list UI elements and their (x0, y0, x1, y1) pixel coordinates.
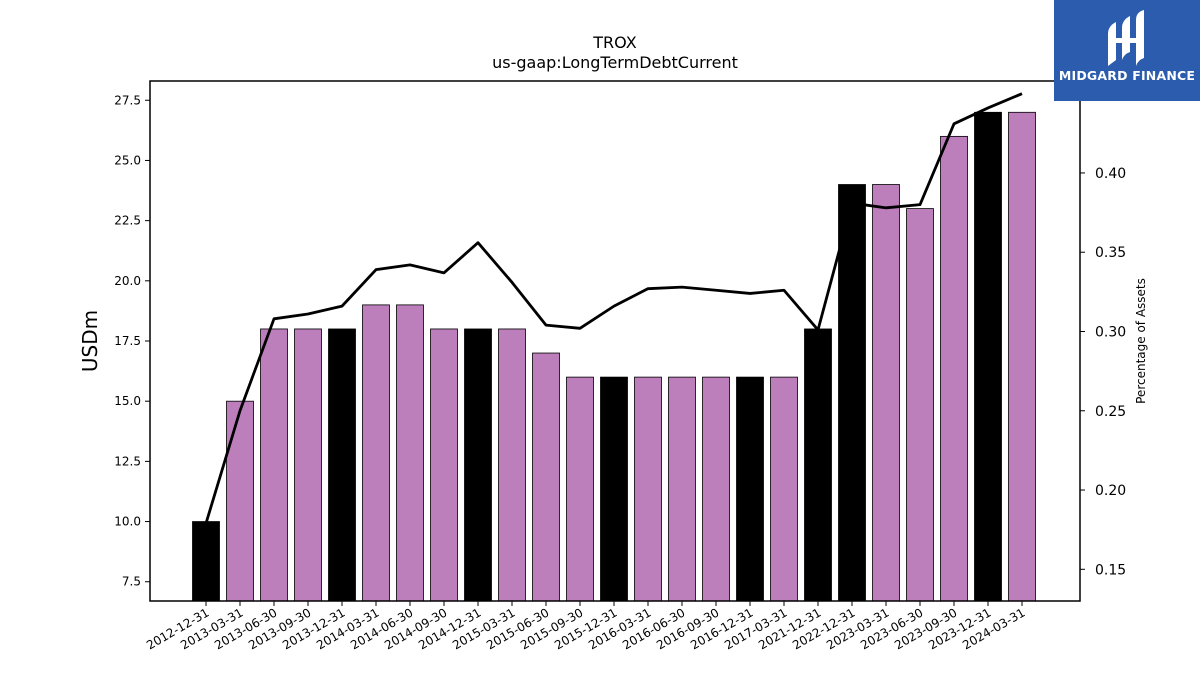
left-axis: 7.5 10.0 12.5 15.0 17.5 20.0 22.5 25.0 27.5 (114, 93, 150, 589)
bar-2015-03-31 (498, 328, 526, 602)
bar-2023-03-31 (872, 184, 900, 602)
line-group (204, 92, 1023, 524)
right-tick-label: 0.20 (1095, 483, 1126, 499)
left-tick-label: 7.5 (122, 575, 141, 589)
right-tick-label: 0.25 (1095, 404, 1126, 420)
bar-2023-12-31 (974, 111, 1002, 602)
bar-2016-03-31 (634, 376, 662, 602)
x-axis: 2012-12-312013-03-312013-06-302013-09-30… (144, 601, 1028, 652)
left-tick-label: 15.0 (114, 394, 141, 408)
bar-2024-03-31 (1008, 111, 1036, 602)
right-tick-label: 0.15 (1095, 562, 1126, 578)
right-tick-label: 0.40 (1095, 166, 1126, 182)
bar-2016-06-30 (668, 376, 696, 602)
left-tick-label: 27.5 (114, 93, 141, 107)
chart-subtitle: us-gaap:LongTermDebtCurrent (492, 53, 738, 72)
bar-2013-09-30 (294, 328, 322, 602)
percentage-of-assets-line (204, 92, 1023, 524)
y-axis-label: USDm (78, 310, 102, 372)
left-tick-label: 22.5 (114, 214, 141, 228)
bar-2015-09-30 (566, 376, 594, 602)
bar-2023-09-30 (940, 135, 968, 602)
bar-2016-12-31 (736, 376, 764, 602)
bar-2017-03-31 (770, 376, 798, 602)
bar-2016-09-30 (702, 376, 730, 602)
bar-2014-06-30 (396, 304, 424, 602)
y2-axis-label: Percentage of Assets (1134, 278, 1148, 404)
bar-2021-12-31 (804, 328, 832, 602)
left-tick-label: 17.5 (114, 334, 141, 348)
logo-text: MIDGARD FINANCE (1058, 68, 1196, 83)
bar-2013-03-31 (226, 400, 254, 602)
bar-2014-09-30 (430, 328, 458, 602)
bar-2022-12-31 (838, 184, 866, 602)
midgard-logo-icon (1108, 10, 1144, 66)
bar-2014-03-31 (362, 304, 390, 602)
bar-2013-12-31 (328, 328, 356, 602)
midgard-finance-logo: MIDGARD FINANCE (1054, 0, 1200, 101)
bar-2023-06-30 (906, 208, 934, 602)
bar-2013-06-30 (260, 328, 288, 602)
bar-2014-12-31 (464, 328, 492, 602)
right-tick-label: 0.35 (1095, 245, 1126, 261)
left-tick-label: 12.5 (114, 454, 141, 468)
left-tick-label: 20.0 (114, 274, 141, 288)
bar-2015-12-31 (600, 376, 628, 602)
bar-2012-12-31 (192, 521, 220, 602)
bars-group (192, 111, 1036, 602)
left-tick-label: 25.0 (114, 153, 141, 167)
right-axis: 0.150.200.250.300.350.400.45 (1080, 87, 1126, 578)
right-tick-label: 0.30 (1095, 324, 1126, 340)
left-tick-label: 10.0 (114, 515, 141, 529)
chart-title: TROX (592, 33, 636, 52)
bar-2015-06-30 (532, 352, 560, 602)
